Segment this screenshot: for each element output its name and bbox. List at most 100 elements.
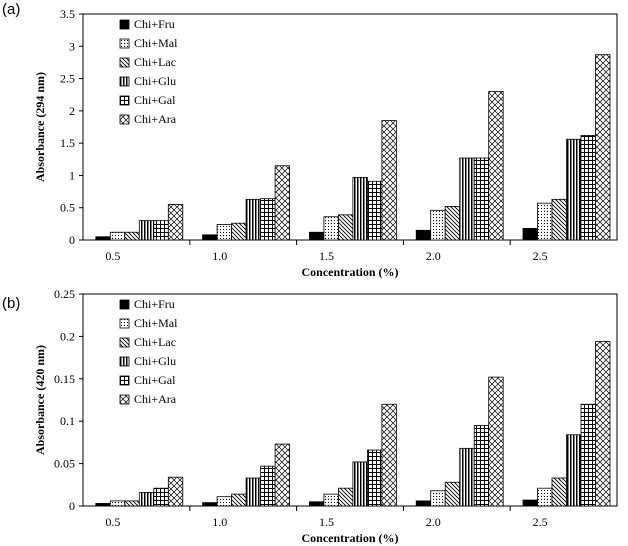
bar-chi-lac-0.5	[124, 500, 140, 507]
bar-chi-lac-2.5	[551, 198, 567, 241]
bar-chi-ara-1.0	[274, 165, 291, 241]
x-tick-label: 1.0	[212, 515, 227, 529]
legend-label: Chi+Fru	[134, 297, 175, 311]
bar-chi-fru-2.5	[522, 227, 538, 241]
bar-chi-gal-2.5	[580, 403, 596, 507]
y-axis-title: Absorbance (294 nm)	[33, 72, 47, 182]
x-tick-label: 0.5	[105, 515, 120, 529]
bar-chi-mal-1.0	[216, 496, 233, 507]
panel-label: (b)	[2, 295, 20, 312]
x-tick-label: 0.5	[105, 249, 120, 263]
bar-chi-gal-1.0	[260, 198, 276, 241]
bar-chi-lac-1.5	[337, 214, 354, 241]
y-tick-label: 0.15	[54, 372, 75, 386]
y-tick-label: 0.05	[54, 457, 75, 471]
bar-chi-ara-2.5	[595, 341, 611, 507]
bar-chi-mal-2.0	[430, 209, 446, 241]
bar-chi-glu-2.0	[459, 157, 475, 241]
bar-chi-ara-1.0	[274, 443, 291, 507]
bar-chi-gal-1.5	[366, 449, 383, 507]
bar-chi-fru-1.5	[308, 231, 325, 241]
bar-chi-fru-2.0	[415, 229, 432, 241]
bar-chi-fru-1.0	[202, 502, 218, 507]
y-tick-label: 0	[69, 499, 75, 513]
bar-chi-lac-1.5	[337, 487, 354, 507]
legend-swatch	[119, 318, 130, 329]
bar-chi-lac-1.0	[231, 493, 247, 507]
bar-chi-fru-1.0	[202, 234, 218, 241]
bar-chi-gal-2.0	[473, 425, 490, 507]
y-tick-label: 0.25	[54, 287, 75, 301]
bar-chi-glu-1.0	[245, 477, 262, 507]
legend-label: Chi+Mal	[134, 316, 178, 330]
legend-label: Chi+Glu	[134, 74, 176, 88]
bar-chi-fru-1.5	[308, 501, 325, 507]
panel-a: (a) 0 0.5 1 1.5 2 2.5 3 3.5 0.5 1.0 1.5 2.0 2.5 Concen…	[2, 1, 618, 279]
x-tick-label: 2.0	[426, 515, 441, 529]
bar-chi-lac-1.0	[231, 222, 247, 241]
legend: Chi+Fru Chi+Mal Chi+Lac Chi+Glu Chi+Gal Chi+A…	[119, 17, 178, 126]
bar-chi-fru-0.5	[95, 503, 111, 507]
x-tick-label: 1.0	[212, 249, 227, 263]
x-tick-label: 1.5	[319, 249, 334, 263]
bar-chi-ara-2.0	[488, 376, 504, 507]
bar-chi-gal-1.5	[366, 180, 383, 241]
legend-swatch	[119, 299, 130, 310]
legend-label: Chi+Lac	[134, 55, 176, 69]
y-tick-label: 1	[69, 168, 75, 182]
x-tick-label: 2.5	[533, 515, 548, 529]
y-tick-label: 2.5	[60, 72, 75, 86]
y-tick-label: 0.5	[60, 201, 75, 215]
legend-swatch	[119, 356, 130, 367]
bar-chi-mal-1.0	[216, 224, 233, 241]
bar-chi-glu-0.5	[138, 492, 155, 507]
legend-swatch	[119, 375, 130, 386]
x-tick-label: 1.5	[319, 515, 334, 529]
bar-chi-fru-2.5	[522, 499, 538, 507]
bar-chi-lac-2.0	[444, 481, 461, 507]
bar-chi-gal-0.5	[153, 220, 169, 241]
bar-chi-mal-0.5	[109, 500, 126, 507]
bar-chi-glu-0.5	[138, 220, 155, 241]
bar-chi-ara-0.5	[167, 476, 184, 507]
legend-swatch	[119, 114, 130, 125]
legend-swatch	[119, 38, 130, 49]
bar-chi-mal-1.5	[323, 493, 339, 507]
legend: Chi+Fru Chi+Mal Chi+Lac Chi+Glu Chi+Gal Chi+A…	[119, 297, 178, 406]
bar-chi-mal-0.5	[109, 231, 126, 241]
legend-label: Chi+Lac	[134, 335, 176, 349]
legend-label: Chi+Ara	[134, 112, 177, 126]
legend-swatch	[119, 76, 130, 87]
legend-label: Chi+Mal	[134, 36, 178, 50]
bar-chi-mal-1.5	[323, 216, 339, 241]
legend-label: Chi+Gal	[134, 93, 176, 107]
bar-chi-lac-2.0	[444, 206, 461, 241]
y-tick-label: 3	[69, 39, 75, 53]
y-tick-label: 1.5	[60, 136, 75, 150]
bar-chi-gal-0.5	[153, 487, 169, 507]
bar-chi-glu-1.5	[352, 176, 368, 241]
y-tick-label: 3.5	[60, 7, 75, 21]
y-tick-label: 0.2	[60, 329, 75, 343]
legend-label: Chi+Fru	[134, 17, 175, 31]
bar-chi-fru-2.0	[415, 500, 432, 507]
panel-label: (a)	[2, 1, 20, 18]
bar-chi-ara-2.5	[595, 54, 611, 241]
bar-chi-fru-0.5	[95, 236, 111, 241]
bar-chi-mal-2.0	[430, 490, 446, 507]
bar-chi-mal-2.5	[537, 487, 553, 507]
panel-b: (b) 0 0.05 0.1 0.15 0.2 0.25 0.5 1.0 1.5 2.0 2.5 Con…	[2, 287, 618, 545]
bar-chi-gal-1.0	[260, 465, 276, 507]
x-tick-label: 2.5	[533, 249, 548, 263]
x-tick-label: 2.0	[426, 249, 441, 263]
bar-chi-glu-2.0	[459, 447, 475, 507]
bar-chi-ara-1.5	[381, 120, 397, 241]
y-tick-label: 0	[69, 233, 75, 247]
legend-swatch	[119, 57, 130, 68]
legend-swatch	[119, 337, 130, 348]
legend-swatch	[119, 95, 130, 106]
bar-chi-mal-2.5	[537, 202, 553, 241]
bar-chi-glu-2.5	[566, 434, 582, 507]
